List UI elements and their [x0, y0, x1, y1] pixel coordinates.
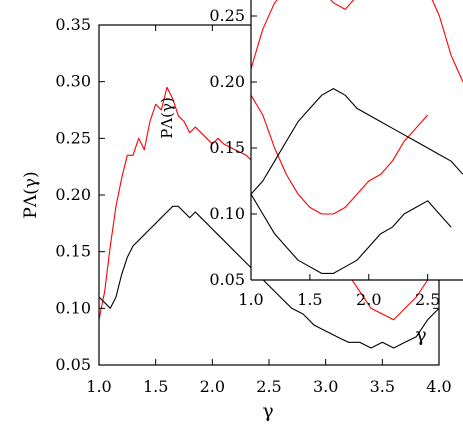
inset-series-line-2	[250, 88, 463, 195]
inset-y-tick-label: 0.15	[209, 138, 245, 157]
main-x-tick-label: 2.5	[256, 377, 281, 396]
main-series-line-1	[98, 205, 440, 349]
main-y-tick-label: 0.35	[55, 15, 91, 34]
main-y-tick-label: 0.20	[55, 185, 91, 204]
inset-series-group	[250, 0, 463, 274]
main-x-tick-label: 1.0	[86, 377, 111, 396]
inset-y-tick-label: 0.10	[209, 204, 245, 223]
inset-y-tick-label: 0.20	[209, 72, 245, 91]
main-ticks-group: 1.0 1.5 2.0 2.5 3.0 3.5 4.0 0.05 0.10 0.15 0.20 0.2…	[55, 15, 451, 396]
inset-background	[251, 0, 463, 280]
inset-x-tick-label: 1.5	[297, 290, 322, 309]
main-y-tick-label: 0.30	[55, 72, 91, 91]
inset-y-tick-label: 0.25	[209, 6, 245, 25]
main-x-tick-label: 1.5	[143, 377, 168, 396]
main-series-line-0	[98, 86, 440, 321]
main-chart: 1.0 1.5 2.0 2.5 3.0 3.5 4.0 0.05 0.10 0.15 0.20 0.2…	[21, 15, 452, 422]
inset-x-axis-label: γ	[415, 324, 426, 346]
main-y-tick-label: 0.15	[55, 242, 91, 261]
main-y-tick-label: 0.10	[55, 298, 91, 317]
main-series-group	[98, 86, 440, 349]
inset-series-line-3	[250, 193, 452, 274]
main-y-tick-label: 0.05	[55, 355, 91, 374]
inset-y-tick-label: 0.05	[209, 270, 245, 289]
inset-series-line-1	[250, 94, 429, 215]
main-y-tick-label: 0.25	[55, 128, 91, 147]
main-x-tick-label: 3.5	[370, 377, 395, 396]
inset-ticks-group: 1.01.52.02.50.050.100.150.200.250.30	[209, 6, 440, 309]
inset-x-tick-label: 2.0	[356, 290, 381, 309]
inset-x-tick-label: 1.0	[238, 290, 263, 309]
main-x-tick-label: 3.0	[313, 377, 338, 396]
main-x-tick-label: 4.0	[426, 377, 451, 396]
inset-y-axis-label: PΛ(γ)	[158, 97, 176, 139]
main-x-axis-label: γ	[262, 400, 273, 422]
inset-x-tick-label: 2.5	[415, 290, 440, 309]
main-x-tick-label: 2.0	[200, 377, 225, 396]
main-y-axis-label: PΛ(γ)	[21, 171, 41, 218]
inset-chart: 1.01.52.02.50.050.100.150.200.250.30 PΛ(…	[158, 0, 463, 346]
